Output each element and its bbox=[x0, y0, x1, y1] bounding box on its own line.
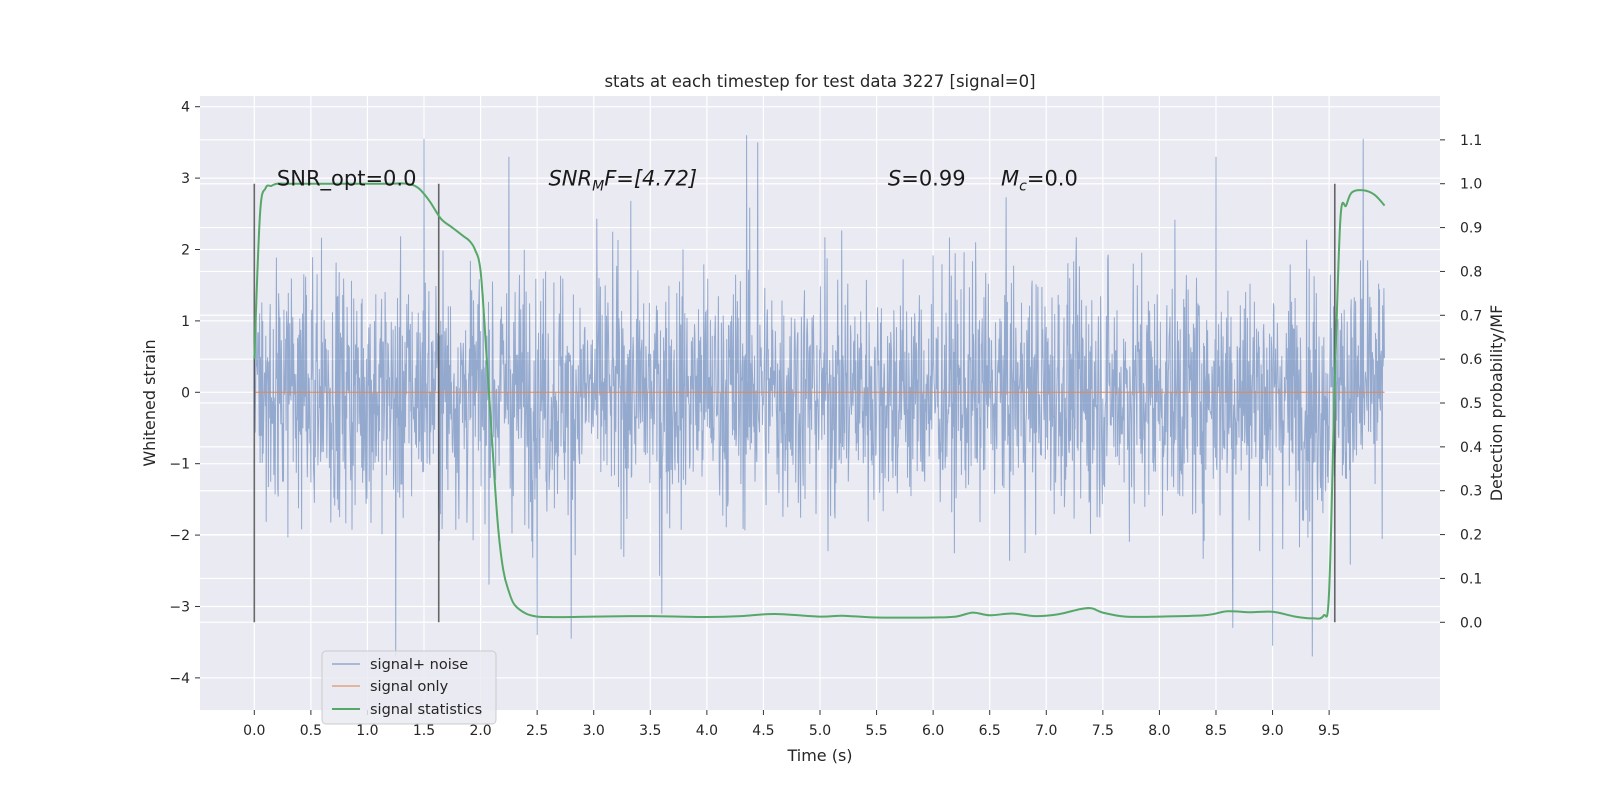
x-tick-label: 5.0 bbox=[809, 723, 831, 739]
annotation-s: S=0.99 bbox=[888, 167, 966, 191]
x-tick-label: 2.5 bbox=[526, 723, 548, 739]
x-tick-label: 0.0 bbox=[243, 723, 265, 739]
y-tick-label-left: 1 bbox=[181, 314, 190, 330]
y-tick-label-right: 0.7 bbox=[1460, 308, 1482, 324]
x-tick-label: 1.5 bbox=[413, 723, 435, 739]
x-axis-title: Time (s) bbox=[786, 746, 852, 765]
y-tick-label-left: 2 bbox=[181, 243, 190, 259]
y-tick-label-left: 4 bbox=[181, 100, 190, 116]
y-tick-label-right: 0.4 bbox=[1460, 440, 1482, 456]
y-tick-label-right: 0.8 bbox=[1460, 264, 1482, 280]
x-tick-label: 4.5 bbox=[752, 723, 774, 739]
y-tick-label-right: 0.0 bbox=[1460, 615, 1482, 631]
annotation-mc: Mc=0.0 bbox=[1001, 167, 1078, 195]
y-tick-label-left: −4 bbox=[169, 671, 190, 687]
annotation-snr-opt: SNR_opt=0.0 bbox=[277, 167, 417, 192]
x-tick-label: 2.0 bbox=[469, 723, 491, 739]
y-tick-label-right: 0.5 bbox=[1460, 396, 1482, 412]
signal-noise-line bbox=[253, 135, 1385, 657]
x-tick-label: 3.0 bbox=[583, 723, 605, 739]
y-tick-label-right: 1.0 bbox=[1460, 177, 1482, 193]
x-tick-label: 7.0 bbox=[1035, 723, 1057, 739]
chart-title: stats at each timestep for test data 322… bbox=[604, 72, 1035, 91]
x-tick-label: 9.0 bbox=[1261, 723, 1283, 739]
y-tick-label-right: 1.1 bbox=[1460, 133, 1482, 149]
x-tick-label: 6.5 bbox=[979, 723, 1001, 739]
annotation-snr-mf: SNRMF=[4.72] bbox=[548, 167, 697, 195]
y-ticks-left: −4 −3 −2 −1 0 1 2 3 4 bbox=[169, 100, 200, 687]
y-tick-label-right: 0.1 bbox=[1460, 571, 1482, 587]
y-tick-label-left: −1 bbox=[169, 457, 190, 473]
annotations: SNR_opt=0.0 SNRMF=[4.72] S=0.99 Mc=0.0 bbox=[277, 167, 1078, 195]
x-tick-label: 4.0 bbox=[696, 723, 718, 739]
x-tick-label: 0.5 bbox=[300, 723, 322, 739]
y-ticks-right: 0.0 0.1 0.2 0.3 0.4 0.5 0.6 0.7 0.8 0.9 1.0 1.1 bbox=[1440, 133, 1482, 631]
y-tick-label-right: 0.6 bbox=[1460, 352, 1482, 368]
y-tick-label-right: 0.2 bbox=[1460, 528, 1482, 544]
y-tick-label-right: 0.9 bbox=[1460, 221, 1482, 237]
y-axis-title-right: Detection probability/MF bbox=[1487, 305, 1506, 502]
y-tick-label-left: −3 bbox=[169, 599, 190, 615]
y-tick-label-left: −2 bbox=[169, 528, 190, 544]
legend-label-signal-noise: signal+ noise bbox=[370, 657, 468, 673]
y-tick-label-left: 0 bbox=[181, 385, 190, 401]
legend-label-signal-statistics: signal statistics bbox=[370, 702, 482, 718]
y-tick-label-left: 3 bbox=[181, 171, 190, 187]
legend: signal+ noise signal only signal statist… bbox=[321, 650, 497, 725]
x-tick-label: 5.5 bbox=[865, 723, 887, 739]
x-tick-label: 6.0 bbox=[922, 723, 944, 739]
x-tick-label: 7.5 bbox=[1092, 723, 1114, 739]
legend-box bbox=[321, 650, 497, 725]
x-tick-label: 1.0 bbox=[356, 723, 378, 739]
legend-label-signal-only: signal only bbox=[370, 679, 449, 695]
y-axis-title-left: Whitened strain bbox=[140, 339, 159, 466]
series-signal-noise bbox=[253, 135, 1385, 657]
signal-statistics-line bbox=[253, 182, 1386, 620]
x-ticks: 0.0 0.5 1.0 1.5 2.0 2.5 3.0 3.5 4.0 4.5 5.0 5.5 6.0 6… bbox=[243, 710, 1340, 739]
series-signal-statistics bbox=[253, 182, 1386, 620]
x-tick-label: 8.0 bbox=[1148, 723, 1170, 739]
x-tick-label: 9.5 bbox=[1318, 723, 1340, 739]
x-tick-label: 8.5 bbox=[1205, 723, 1227, 739]
y-tick-label-right: 0.3 bbox=[1460, 484, 1482, 500]
x-tick-label: 3.5 bbox=[639, 723, 661, 739]
